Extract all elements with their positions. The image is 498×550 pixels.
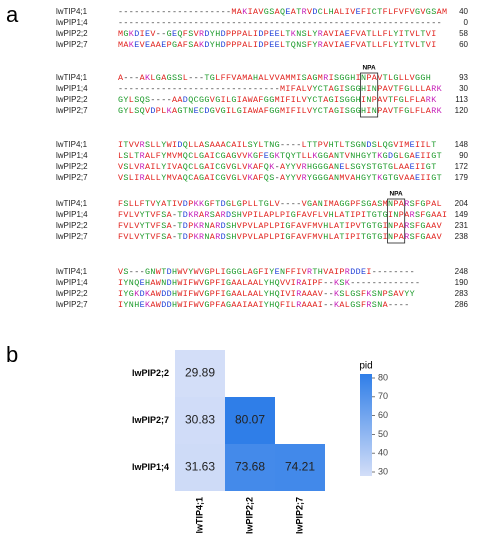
sequence-end: 58 <box>459 29 468 38</box>
sequence-end: 149 <box>455 210 469 219</box>
sequence-name: lwPIP2;7 <box>56 232 88 241</box>
sequence-end: 0 <box>464 18 469 27</box>
sequence-end: 30 <box>459 84 468 93</box>
sequence-name: lwTIP4;1 <box>56 7 88 16</box>
sequence: IYGKDKAWDDHWIFWVGPFIGAALAALYHQIVIRAAAV--… <box>118 289 415 299</box>
sequence-end: 148 <box>455 140 469 149</box>
heat-cell <box>175 350 225 397</box>
heat-cell <box>175 397 225 444</box>
sequence-end: 286 <box>455 300 469 309</box>
motif-box <box>360 72 379 118</box>
sequence-name: lwTIP4;1 <box>56 140 88 149</box>
sequence: ----------------------------------------… <box>118 18 442 28</box>
panel-label: b <box>6 342 18 367</box>
sequence-end: 93 <box>459 73 468 82</box>
x-label: lwPIP2;7 <box>294 497 304 534</box>
sequence-name: lwPIP2;7 <box>56 173 88 182</box>
sequence-name: lwTIP4;1 <box>56 267 88 276</box>
sequence-name: lwPIP1;4 <box>56 84 88 93</box>
cell-value: 29.89 <box>185 366 215 380</box>
sequence-end: 60 <box>459 40 468 49</box>
sequence-name: lwPIP1;4 <box>56 18 88 27</box>
sequence-name: lwPIP2;2 <box>56 289 88 298</box>
motif-label: NPA <box>389 191 403 198</box>
sequence: ---------------------MAKIAVGSAQEATRVDCLH… <box>118 7 447 17</box>
sequence: FVLVYTVFSA-TDPKRNARDSHVPVLAPLPIGFAVFMVHL… <box>118 221 442 231</box>
colorbar-tick-label: 40 <box>378 448 388 458</box>
sequence-end: 190 <box>455 278 469 287</box>
motif-box <box>387 198 406 244</box>
cell-value: 30.83 <box>185 413 215 427</box>
sequence-name: lwPIP2;2 <box>56 29 88 38</box>
sequence: MGKDIEV--GEQFSVRDYHDPPPALIDPEELTKNSLYRAV… <box>118 29 436 39</box>
sequence-end: 248 <box>455 267 469 276</box>
colorbar-tick-label: 30 <box>378 466 388 476</box>
sequence-name: lwPIP2;7 <box>56 40 88 49</box>
sequence-end: 238 <box>455 232 469 241</box>
sequence-end: 172 <box>455 162 469 171</box>
sequence-name: lwPIP2;7 <box>56 300 88 309</box>
heat-cell <box>225 444 275 491</box>
heat-cell <box>275 444 325 491</box>
sequence-end: 179 <box>455 173 469 182</box>
sequence-end: 113 <box>455 95 468 104</box>
y-label: lwPIP2;7 <box>132 415 169 425</box>
y-label: lwPIP2;2 <box>132 368 169 378</box>
cell-value: 31.63 <box>185 460 215 474</box>
sequence-name: lwPIP1;4 <box>56 151 88 160</box>
sequence-end: 90 <box>459 151 468 160</box>
cell-value: 73.68 <box>235 460 265 474</box>
heat-cell <box>175 444 225 491</box>
sequence-end: 40 <box>459 7 468 16</box>
sequence: VS---GNWTDHWVYWVGPLIGGGLAGFIYENFFIVRTHVA… <box>118 267 415 277</box>
sequence: A---AKLGAGSSL---TGLFFVAMAHALVVAMMISAGMRI… <box>118 73 431 83</box>
sequence: GYLSQVDPLKAGTNECDGVGILGIAWAFGGMIFILVYCTA… <box>118 106 443 116</box>
colorbar <box>360 374 372 476</box>
sequence: GYLSQS----AADQCGGVGILGIAWAFGGMIFILVYCTAG… <box>118 95 437 105</box>
sequence-name: lwPIP2;2 <box>56 162 88 171</box>
sequence: FVLVYTVFSA-TDPKRNARDSHVPVLAPLPIGFAVFMVHL… <box>118 232 442 242</box>
sequence-end: 283 <box>455 289 469 298</box>
panel-label: a <box>6 2 19 27</box>
sequence-name: lwPIP1;4 <box>56 210 88 219</box>
colorbar-label: pid <box>359 361 372 372</box>
sequence-name: lwPIP2;2 <box>56 95 88 104</box>
sequence: IYNHEKAWDDHWIFWVGPFAGAAIAAIYHQFILRAAAI--… <box>118 300 409 310</box>
sequence-name: lwPIP2;2 <box>56 221 88 230</box>
sequence-name: lwTIP4;1 <box>56 73 88 82</box>
sequence: ITVVRSLLYWIDQLLASAAACAILSYLTNG----LTTPVH… <box>118 140 436 150</box>
x-label: lwTIP4;1 <box>194 497 204 534</box>
sequence-end: 231 <box>455 221 469 230</box>
sequence: VSLVRAILYIVAQCLGAICGVGLVKAFQK-AYYVRHGGGA… <box>118 162 436 172</box>
colorbar-tick-label: 70 <box>378 391 388 401</box>
sequence-name: lwPIP1;4 <box>56 278 88 287</box>
sequence: IYNQEHAWNDHWIFWVGPFIGAALAALYHQVVIRAIPF--… <box>118 278 420 288</box>
sequence-name: lwTIP4;1 <box>56 199 88 208</box>
motif-label: NPA <box>362 65 376 72</box>
sequence: ------------------------------MIFALVYCTA… <box>118 84 443 94</box>
colorbar-tick-label: 80 <box>378 372 388 382</box>
cell-value: 80.07 <box>235 413 265 427</box>
sequence-end: 120 <box>455 106 469 115</box>
heat-cell <box>225 397 275 444</box>
sequence-end: 204 <box>455 199 469 208</box>
sequence: VSLIRALLYMVAQCAGAICGVGLVKAFQS-AYYVRYGGGA… <box>118 173 442 183</box>
sequence-name: lwPIP2;7 <box>56 106 88 115</box>
sequence: MAKEVEAAEPGAFSAKDYHDPPPALIDPEELTQNSFYRAV… <box>118 40 436 50</box>
x-label: lwPIP2;2 <box>244 497 254 534</box>
colorbar-tick-label: 60 <box>378 410 388 420</box>
colorbar-tick-label: 50 <box>378 429 388 439</box>
y-label: lwPIP1;4 <box>132 462 169 472</box>
cell-value: 74.21 <box>285 460 315 474</box>
sequence: FVLVYTVFSA-TDKRARSARDSHVPILAPLPIGFAVFLVH… <box>118 210 447 220</box>
sequence: FSLLFTVYATIVDPKKGFTDGLGPLLTGLV----VGANIM… <box>118 199 442 209</box>
sequence: LSLTRALFYMVMQCLGAICGAGVVKGFEGKTQYTLLKGGA… <box>118 151 442 161</box>
